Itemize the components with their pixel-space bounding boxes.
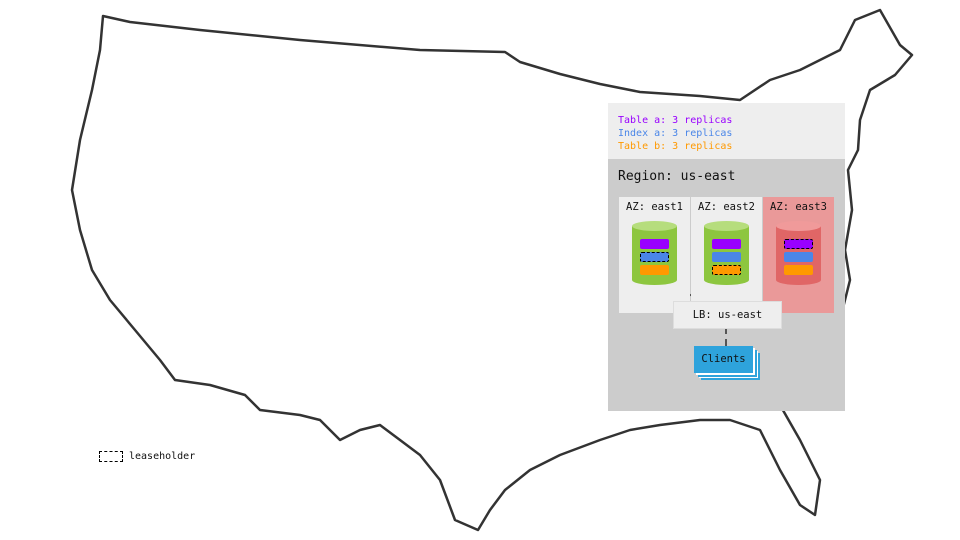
replica-table-a [640, 239, 669, 249]
replica-table-b-leaseholder [712, 265, 741, 275]
clients: Clients [694, 346, 753, 373]
replica-index-a [784, 252, 813, 262]
region-title: Region: us-east [618, 169, 736, 184]
az-label: AZ: east2 [698, 201, 755, 213]
replica-table-b [784, 265, 813, 275]
replica-index-a [712, 252, 741, 262]
legend-index-a: Index a: 3 replicas [618, 128, 733, 139]
replica-index-a-leaseholder [640, 252, 669, 262]
az-east1: AZ: east1 [619, 197, 690, 313]
replica-table-a [712, 239, 741, 249]
az-label: AZ: east1 [626, 201, 683, 213]
leaseholder-key: leaseholder [99, 451, 195, 462]
az-east3-down: AZ: east3 [763, 197, 834, 313]
leaseholder-dashed-box-icon [99, 451, 123, 462]
legend-table-a: Table a: 3 replicas [618, 115, 733, 126]
az-east2: AZ: east2 [691, 197, 762, 313]
az-label: AZ: east3 [770, 201, 827, 213]
replica-legend: Table a: 3 replicas Index a: 3 replicas … [608, 103, 845, 159]
replica-table-b [640, 265, 669, 275]
legend-table-b: Table b: 3 replicas [618, 141, 733, 152]
leaseholder-label: leaseholder [129, 451, 196, 462]
load-balancer: LB: us-east [673, 301, 782, 329]
replica-table-a-leaseholder [784, 239, 813, 249]
region-us-east: Region: us-east AZ: east1 AZ: east2 AZ: … [608, 159, 845, 411]
